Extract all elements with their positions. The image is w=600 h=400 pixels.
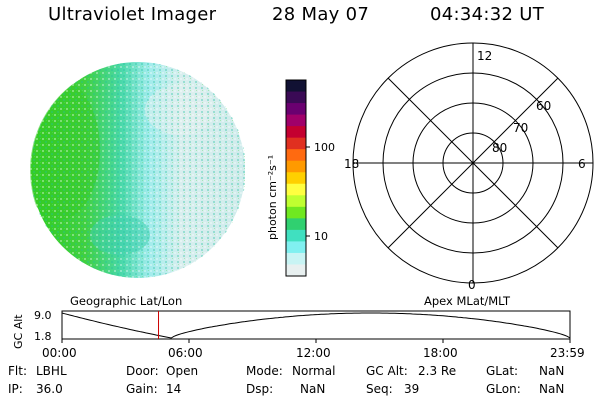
colorbar-label-10: 10 (314, 230, 328, 243)
status-gain-label: Gain: (126, 382, 158, 396)
timeline-xticks (61, 339, 571, 343)
status-gcalt-value: 2.3 Re (418, 364, 457, 378)
colorbar-band (286, 218, 306, 231)
status-dsp-label: Dsp: (246, 382, 274, 396)
timeline-ytick-bottom: 1.8 (34, 330, 52, 343)
timeline-xlabel-2: 12:00 (296, 346, 331, 360)
status-glon-label: GLon: (486, 382, 521, 396)
timeline-xlabel-3: 18:00 (423, 346, 458, 360)
colorbar-band (286, 137, 306, 150)
timeline-xlabel-1: 06:00 (168, 346, 203, 360)
polar-label-0: 0 (468, 278, 476, 292)
polar-label-lat60: 60 (536, 99, 551, 113)
colorbar-band (286, 103, 306, 116)
timeline-left-title: Geographic Lat/Lon (70, 294, 182, 308)
colorbar-units: photon cm⁻²s⁻¹ (266, 155, 279, 240)
status-flt-value: LBHL (36, 364, 67, 378)
colorbar-frame (285, 79, 307, 277)
status-ip-label: IP: (8, 382, 23, 396)
colorbar-band (286, 229, 306, 243)
status-dsp-value: NaN (300, 382, 326, 396)
status-glon-value: NaN (539, 382, 565, 396)
polar-label-18: 18 (344, 157, 359, 171)
timeline-frame (61, 310, 571, 340)
colorbar-label-100: 100 (314, 141, 335, 154)
colorbar-band (286, 252, 306, 266)
status-glat-label: GLat: (486, 364, 519, 378)
uv-image-disk (30, 62, 246, 278)
colorbar-band (286, 114, 306, 127)
status-gain-value: 14 (166, 382, 182, 396)
status-seq-label: Seq: (366, 382, 393, 396)
status-seq-value: 39 (404, 382, 420, 396)
colorbar-band (286, 264, 306, 277)
colorbar-band (286, 160, 306, 173)
status-mode-value: Normal (292, 364, 336, 378)
colorbar-band (286, 126, 306, 139)
polar-label-lat80: 80 (492, 141, 507, 155)
status-gcalt-label: GC Alt: (366, 364, 408, 378)
colorbar-band (286, 183, 306, 196)
colorbar-band (286, 195, 306, 208)
imager-title: Ultraviolet Imager (48, 4, 217, 25)
timeline-xlabel-0: 00:00 (42, 346, 77, 360)
status-door-value: Open (166, 364, 199, 378)
timeline-axis-label: GC Alt (12, 314, 25, 349)
altitude-curve (61, 312, 571, 339)
status-flt-label: Flt: (8, 364, 27, 378)
colorbar-band (286, 80, 306, 93)
polar-plot (352, 42, 594, 284)
colorbar (286, 80, 306, 277)
colorbar-band (286, 149, 306, 162)
polar-label-lat70: 70 (513, 121, 528, 135)
timeline-right-title: Apex MLat/MLT (424, 294, 511, 308)
colorbar-band (286, 206, 306, 219)
timeline-ytick-top: 9.0 (34, 309, 52, 322)
colorbar-band (286, 172, 306, 185)
observation-time: 04:34:32 UT (430, 4, 545, 25)
colorbar-band (286, 91, 306, 104)
polar-label-6: 6 (578, 157, 586, 171)
colorbar-band (286, 241, 306, 254)
observation-date: 28 May 07 (272, 4, 370, 25)
polar-label-12: 12 (477, 49, 492, 63)
status-mode-label: Mode: (246, 364, 283, 378)
status-ip-value: 36.0 (36, 382, 63, 396)
status-glat-value: NaN (539, 364, 565, 378)
timeline-xlabel-4: 23:59 (550, 346, 585, 360)
status-door-label: Door: (126, 364, 159, 378)
